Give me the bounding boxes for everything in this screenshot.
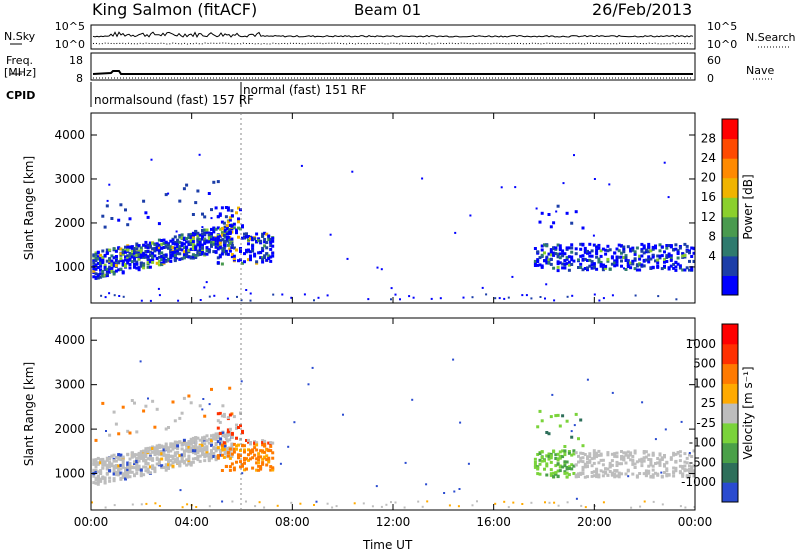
velocity-panel-bg	[91, 318, 695, 510]
power-panel-ylabel-3: 4000	[54, 128, 85, 142]
power-panel-colorbar-seg-3	[722, 216, 738, 237]
freq-right-tick-bottom: 0	[707, 72, 714, 85]
power-panel-cells	[92, 153, 696, 302]
freq-label: Freq.	[6, 54, 34, 67]
x-tick-label-3: 12:00	[376, 515, 411, 529]
noise-panel-frame	[90, 24, 696, 50]
velocity-panel-colorbar-seg-5	[722, 383, 738, 404]
velocity-panel-colorbar-tick-2: 100	[693, 376, 716, 390]
x-tick-label-2: 08:00	[275, 515, 310, 529]
velocity-panel-colorbar-tick-7: -1000	[681, 475, 716, 489]
power-panel-colorbar-seg-4	[722, 197, 738, 218]
freq-unit-label: [MHz]	[4, 66, 37, 79]
power-panel-colorbar-tick-6: 4	[708, 249, 716, 263]
noise-right-tick-top: 10^5	[707, 20, 737, 33]
power-panel-colorbar-tick-0: 28	[701, 132, 716, 146]
power-panel-colorbar-tick-5: 8	[708, 229, 716, 243]
power-panel-colorbar-seg-2	[722, 236, 738, 257]
freq-trace	[92, 70, 693, 75]
velocity-panel-colorbar-seg-0	[722, 482, 738, 503]
x-tick-label-0: 00:00	[74, 515, 109, 529]
power-panel-colorbar-tick-2: 20	[701, 171, 716, 185]
power-panel-colorbar-tick-1: 24	[701, 151, 716, 165]
nsky-trace	[92, 31, 694, 38]
power-panel-colorbar-title: Power [dB]	[741, 174, 755, 239]
freq-left-tick-bottom: 8	[76, 72, 83, 85]
x-tick-label-4: 16:00	[476, 515, 511, 529]
nsky-label: N.Sky	[4, 30, 36, 43]
power-panel-bg	[91, 113, 695, 303]
velocity-panel-colorbar-tick-1: 500	[693, 357, 716, 371]
noise-right-tick-bottom: 10^0	[707, 38, 737, 51]
velocity-panel-colorbar-tick-3: 25	[701, 396, 716, 410]
velocity-panel-ytitle: Slant Range [km]	[22, 362, 36, 466]
freq-left-tick-top: 18	[69, 54, 83, 67]
x-axis-title: Time UT	[363, 538, 413, 552]
velocity-panel-colorbar-seg-3	[722, 422, 738, 444]
power-panel-colorbar-seg-5	[722, 177, 738, 198]
power-panel-ylabel-2: 3000	[54, 172, 85, 186]
station-title: King Salmon (fitACF)	[92, 0, 258, 19]
velocity-panel-ylabel-0: 1000	[54, 467, 85, 481]
cpid-label: CPID	[6, 89, 36, 102]
velocity-panel-ylabel-2: 3000	[54, 378, 85, 392]
x-tick-label-5: 20:00	[577, 515, 612, 529]
date-title: 26/Feb/2013	[592, 0, 693, 19]
x-tick-label-6: 00:00	[678, 515, 713, 529]
power-panel-colorbar-seg-8	[722, 119, 738, 140]
nave-label: Nave	[746, 64, 775, 77]
noise-left-tick-top: 10^5	[55, 20, 85, 33]
freq-panel-frame	[90, 52, 696, 81]
velocity-panel-colorbar-seg-6	[722, 363, 738, 384]
velocity-panel-colorbar-title: Velocity [m s⁻¹]	[741, 366, 755, 459]
velocity-panel-ylabel-1: 2000	[54, 422, 85, 436]
power-panel-colorbar-seg-6	[722, 158, 738, 179]
power-panel-colorbar-seg-1	[722, 255, 738, 276]
velocity-panel-ylabel-3: 4000	[54, 333, 85, 347]
velocity-panel-colorbar-tick-5: -100	[689, 436, 716, 450]
power-panel-colorbar-seg-7	[722, 138, 738, 159]
power-panel-colorbar-frame	[721, 118, 739, 296]
velocity-panel-colorbar-seg-4	[722, 403, 738, 424]
power-panel-ytitle: Slant Range [km]	[22, 156, 36, 260]
x-tick-label-1: 04:00	[174, 515, 209, 529]
beam-title: Beam 01	[354, 1, 422, 19]
velocity-panel-colorbar-seg-7	[722, 343, 738, 365]
nsearch-trace	[92, 42, 694, 45]
velocity-panel-colorbar-tick-4: -25	[696, 416, 716, 430]
nsearch-label: N.Search	[746, 31, 796, 44]
velocity-panel-colorbar-seg-2	[722, 442, 738, 463]
velocity-panel-colorbar-tick-6: -500	[689, 455, 716, 469]
freq-right-tick-top: 60	[707, 54, 721, 67]
power-panel-ylabel-0: 1000	[54, 260, 85, 274]
cpid-label-2: normal (fast) 151 RF	[243, 83, 367, 97]
power-panel-ylabel-1: 2000	[54, 216, 85, 230]
cpid-label-1: normalsound (fast) 157 RF	[94, 93, 254, 107]
velocity-panel-colorbar-seg-1	[722, 462, 738, 483]
power-panel-colorbar-tick-4: 12	[701, 210, 716, 224]
velocity-panel-colorbar-frame	[721, 323, 739, 503]
power-panel-colorbar-tick-3: 16	[701, 190, 716, 204]
power-panel-colorbar-seg-0	[722, 275, 738, 296]
velocity-panel-colorbar-tick-0: 1000	[685, 337, 716, 351]
velocity-panel-colorbar-seg-8	[722, 324, 738, 345]
velocity-panel-cells	[91, 358, 696, 509]
noise-left-tick-bottom: 10^0	[55, 38, 85, 51]
